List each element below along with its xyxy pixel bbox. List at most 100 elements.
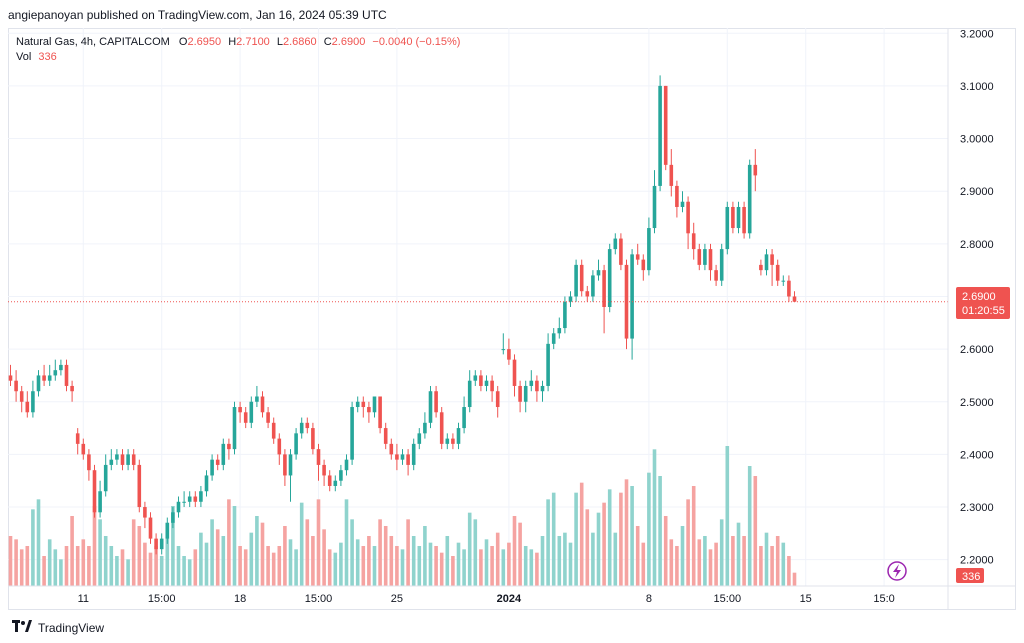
candle	[187, 491, 192, 508]
volume-bar	[75, 546, 80, 586]
candle-body	[333, 480, 338, 486]
last-price-value: 2.6900	[962, 291, 996, 303]
candle-body	[669, 164, 674, 186]
candle-body	[316, 449, 321, 465]
volume-bar	[333, 552, 338, 586]
candle	[781, 275, 786, 286]
volume-bar	[299, 502, 304, 586]
volume-bar	[221, 536, 226, 586]
candle	[753, 149, 758, 192]
candle-body	[417, 433, 422, 444]
volume-bar	[719, 519, 724, 586]
candle	[742, 201, 746, 239]
volume-bar	[663, 516, 668, 586]
volume-bar	[59, 559, 63, 586]
candle-body	[703, 249, 707, 265]
volume-bar	[126, 559, 130, 586]
volume-bar	[232, 506, 237, 586]
candle	[602, 264, 606, 334]
price-tick-label: 3.2000	[960, 28, 994, 40]
candle-body	[691, 233, 696, 250]
candle-body	[137, 464, 142, 508]
price-tick-label: 3.0000	[960, 134, 994, 146]
volume-bar	[714, 542, 718, 586]
close-label: C	[323, 36, 332, 48]
volume-bar	[462, 549, 466, 586]
price-tick-label: 2.6000	[960, 344, 994, 356]
candle-body	[221, 443, 226, 465]
volume-bar	[109, 546, 114, 586]
candle	[249, 396, 254, 429]
candle	[120, 449, 125, 471]
volume-bar	[327, 549, 332, 586]
candle	[680, 191, 685, 213]
volume-bar	[518, 522, 522, 586]
lightning-icon[interactable]	[887, 561, 907, 581]
candle	[25, 391, 30, 418]
candle-body	[546, 343, 550, 386]
candle	[792, 291, 797, 302]
candle-body	[781, 280, 786, 282]
volume-bar	[406, 519, 410, 586]
close-value: 2.6900	[331, 36, 366, 48]
chart-frame	[8, 28, 1016, 610]
candle-body	[47, 375, 52, 381]
volume-bar	[775, 536, 780, 586]
candle-body	[764, 254, 769, 271]
volume-bar	[294, 549, 298, 586]
candle	[339, 464, 343, 486]
volume-bar	[115, 556, 119, 586]
open-label: O	[178, 36, 188, 48]
volume-bar	[680, 526, 685, 586]
legend-volume-row: Vol 336	[16, 50, 460, 65]
volume-bar	[350, 519, 354, 586]
volume-bar	[434, 546, 438, 586]
price-tick-label: 2.3000	[960, 502, 994, 514]
candle	[686, 196, 690, 250]
candle-body	[210, 459, 214, 476]
candle-body	[199, 491, 203, 502]
candle	[456, 422, 461, 450]
candle	[719, 243, 724, 286]
candle	[451, 433, 455, 450]
candle	[585, 285, 590, 302]
candle	[596, 259, 601, 281]
candle-body	[171, 512, 175, 523]
candle	[484, 375, 489, 392]
candle-body	[187, 496, 192, 502]
candle	[423, 412, 427, 439]
volume-bar	[266, 546, 270, 586]
candle-body	[512, 359, 517, 386]
candle-body	[647, 228, 651, 271]
volume-bar	[686, 499, 690, 586]
candle	[574, 259, 578, 302]
high-label: H	[228, 36, 237, 48]
candle-body	[596, 270, 601, 276]
candle-body	[462, 407, 466, 429]
volume-bar	[70, 516, 74, 586]
volume-bar	[154, 546, 158, 586]
candle	[663, 85, 668, 171]
volume-bar	[260, 522, 265, 586]
candle-body	[411, 443, 416, 465]
candle-body	[25, 401, 30, 413]
candle-body	[53, 370, 58, 376]
candle-body	[652, 185, 657, 229]
volume-bar	[372, 546, 377, 586]
volume-bar	[770, 546, 774, 586]
volume-bar	[238, 546, 242, 586]
candle-body	[792, 296, 797, 302]
volume-bar	[708, 549, 713, 586]
candle-body	[557, 328, 562, 334]
volume-bar	[669, 539, 674, 586]
volume-bar	[658, 476, 662, 586]
footer-brand-label: TradingView	[38, 620, 105, 635]
candle-body	[165, 522, 170, 539]
footer-brand[interactable]: TradingView	[12, 620, 104, 635]
candle-body	[143, 507, 147, 518]
candle-body	[686, 201, 690, 234]
candle	[260, 391, 265, 418]
candle-body	[719, 249, 724, 281]
candle	[535, 375, 539, 402]
